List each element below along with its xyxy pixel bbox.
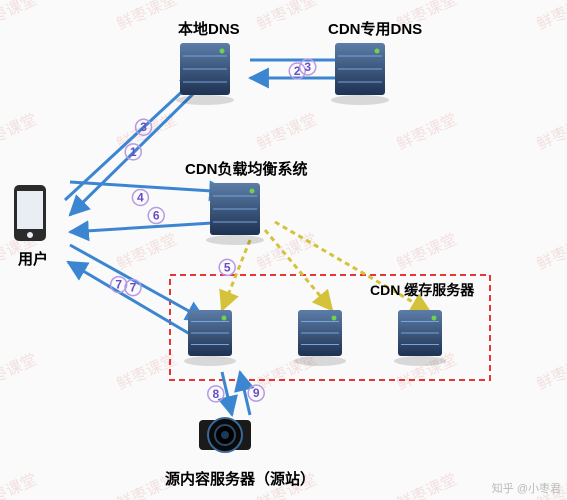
watermark: 鲜枣课堂 [0, 470, 40, 500]
server-icon [176, 43, 234, 105]
watermark: 鲜枣课堂 [114, 0, 180, 34]
server-icon [184, 310, 236, 366]
footer-watermark: 知乎 @小枣君 [492, 480, 561, 496]
server-icon [294, 310, 346, 366]
step-number: 1 [130, 145, 137, 159]
watermark: 鲜枣课堂 [254, 230, 320, 273]
phone-icon [14, 185, 46, 241]
watermark: 鲜枣课堂 [534, 230, 567, 273]
step-number: 8 [212, 387, 219, 401]
step-number: 7 [130, 281, 137, 295]
server-icon [331, 43, 389, 105]
watermark: 鲜枣课堂 [254, 0, 320, 34]
label-cdn-dns: CDN专用DNS [328, 18, 422, 39]
watermark: 鲜枣课堂 [394, 230, 460, 273]
watermark: 鲜枣课堂 [394, 110, 460, 153]
label-user: 用户 [18, 248, 48, 269]
server-icon [394, 310, 446, 366]
step-number: 5 [224, 260, 231, 274]
watermark: 鲜枣课堂 [114, 230, 180, 273]
step-number: 3 [304, 60, 311, 74]
step-number: 3 [140, 120, 147, 134]
step-number: 9 [253, 386, 260, 400]
label-cdn-lb: CDN负载均衡系统 [185, 158, 308, 179]
label-cache: CDN 缓存服务器 [370, 280, 474, 300]
watermark: 鲜枣课堂 [254, 110, 320, 153]
edge [70, 222, 228, 232]
step-number: 7 [115, 278, 122, 292]
watermark: 鲜枣课堂 [534, 350, 567, 393]
step-number: 6 [153, 209, 160, 223]
watermark: 鲜枣课堂 [0, 110, 40, 153]
label-origin: 源内容服务器（源站） [165, 468, 315, 489]
origin-icon [199, 418, 251, 452]
watermark: 鲜枣课堂 [394, 470, 460, 500]
server-icon [206, 183, 264, 245]
watermark: 鲜枣课堂 [0, 0, 40, 34]
watermark: 鲜枣课堂 [534, 0, 567, 34]
watermark: 鲜枣课堂 [534, 110, 567, 153]
label-local-dns: 本地DNS [178, 18, 240, 39]
diagram-canvas: 鲜枣课堂鲜枣课堂鲜枣课堂鲜枣课堂鲜枣课堂鲜枣课堂鲜枣课堂鲜枣课堂鲜枣课堂鲜枣课堂… [0, 0, 567, 500]
edge [68, 262, 200, 340]
edge [65, 75, 200, 200]
step-number: 4 [137, 190, 144, 204]
watermark: 鲜枣课堂 [0, 350, 40, 393]
